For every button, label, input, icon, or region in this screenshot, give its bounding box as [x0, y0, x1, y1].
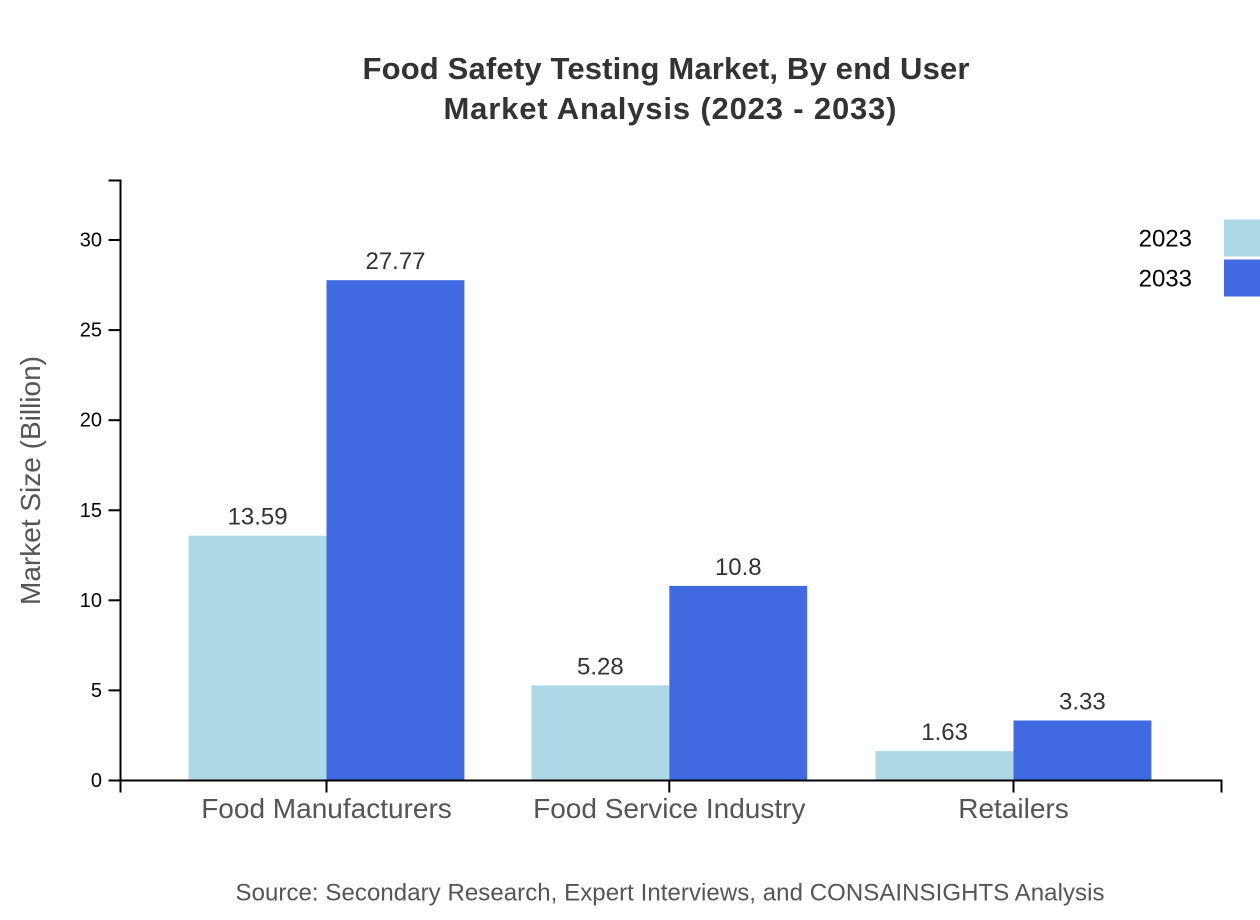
svg-text:15: 15 [80, 500, 102, 522]
svg-text:20: 20 [80, 410, 102, 432]
svg-text:3.33: 3.33 [1059, 689, 1106, 716]
svg-text:1.63: 1.63 [921, 719, 968, 746]
svg-text:5.28: 5.28 [577, 653, 624, 680]
svg-text:Market Analysis (2023 - 2033): Market Analysis (2023 - 2033) [444, 91, 897, 126]
svg-text:Food Manufacturers: Food Manufacturers [201, 793, 452, 824]
svg-text:10: 10 [80, 590, 102, 612]
svg-text:0: 0 [91, 770, 102, 792]
svg-text:Source: Secondary Research, Ex: Source: Secondary Research, Expert Inter… [236, 880, 1105, 907]
svg-text:5: 5 [91, 680, 102, 702]
svg-text:2023: 2023 [1139, 225, 1192, 252]
svg-text:Market Size (Billion): Market Size (Billion) [15, 356, 46, 605]
svg-text:10.8: 10.8 [715, 554, 762, 581]
svg-text:30: 30 [80, 230, 102, 252]
svg-text:Food Safety Testing Market, By: Food Safety Testing Market, By end User [363, 51, 970, 86]
svg-text:Food Service Industry: Food Service Industry [533, 793, 805, 824]
svg-text:13.59: 13.59 [228, 504, 288, 531]
svg-text:Retailers: Retailers [958, 793, 1068, 824]
svg-text:2033: 2033 [1139, 265, 1192, 292]
svg-text:27.77: 27.77 [365, 248, 425, 275]
svg-text:25: 25 [80, 320, 102, 342]
